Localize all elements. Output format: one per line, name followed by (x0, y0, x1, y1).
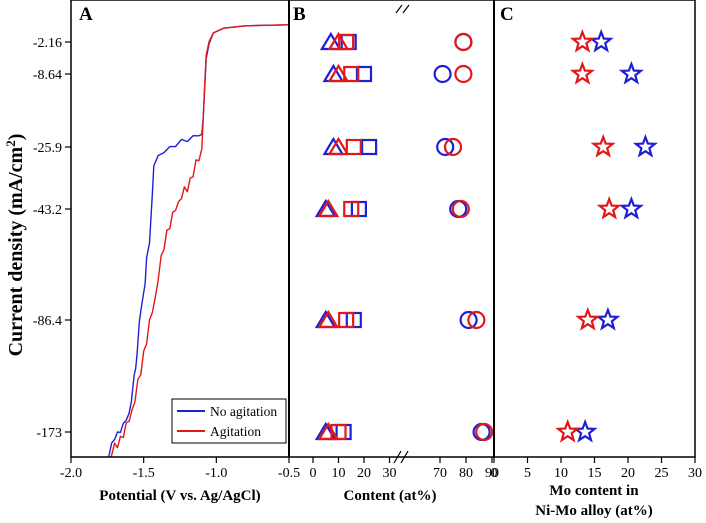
legend-label-agitation: Agitation (210, 424, 261, 439)
x-tick-label-c: 10 (554, 466, 568, 481)
x-axis-title-b: Content (at%) (344, 488, 437, 504)
y-tick-label: -43.2 (33, 203, 62, 218)
legend-label-no-agitation: No agitation (210, 404, 277, 419)
x-tick-label-c: 5 (524, 466, 531, 481)
y-tick-label: -173 (36, 426, 62, 441)
square-marker-no-agitation (355, 65, 373, 83)
legend-box (171, 398, 287, 444)
x-tick-label-a: -2.0 (60, 466, 82, 481)
circle-marker-no-agitation (436, 137, 455, 157)
x-tick-label-a: -0.5 (278, 466, 300, 481)
x-tick-label-c: 15 (588, 466, 602, 481)
panel-c: 0 5 10 15 20 25 30 Mo content in Ni-Mo alloy (… (491, 28, 702, 519)
x-tick-label-b: 10 (332, 466, 346, 481)
star-marker-agitation (569, 28, 596, 53)
circle-marker-agitation (451, 199, 470, 219)
square-marker-agitation (343, 200, 360, 218)
square-marker-agitation (338, 311, 355, 329)
x-axis-title-c-line2: Ni-Mo alloy (at%) (535, 503, 652, 519)
star-marker-agitation (575, 306, 601, 331)
x-tick-label-b: 30 (383, 466, 397, 481)
star-marker-agitation (590, 133, 616, 158)
x-tick-label-c: 25 (655, 466, 669, 481)
star-marker-agitation (596, 195, 622, 220)
square-marker-agitation (345, 138, 362, 156)
circle-marker-agitation (454, 64, 473, 84)
square-marker-no-agitation (361, 138, 378, 156)
x-axis-title-c-line1: Mo content in (549, 483, 639, 499)
square-marker-agitation (338, 33, 355, 51)
triangle-marker-agitation (317, 198, 340, 218)
panel-a: -2.0 -1.5 -1.0 -0.5 No agitation Agitation … (60, 24, 300, 504)
circle-marker-agitation (454, 32, 473, 52)
axis-break-mark-top (395, 4, 403, 14)
x-tick-label-c: 0 (491, 466, 498, 481)
y-tick-label: -86.4 (33, 314, 62, 329)
x-tick-label-b: 70 (433, 466, 447, 481)
circle-marker-no-agitation (433, 64, 452, 84)
axis-break-mark-top (402, 4, 410, 14)
square-marker-agitation (343, 65, 360, 83)
x-tick-label-b: 80 (459, 466, 473, 481)
y-axis-ticks: -2.16 -8.64 -25.9 -43.2 -86.4 -173 (33, 36, 71, 441)
x-tick-label-c: 20 (621, 466, 635, 481)
triangle-marker-agitation (327, 136, 350, 156)
square-marker-no-agitation (335, 423, 352, 441)
y-tick-label: -25.9 (33, 141, 62, 156)
panel-b: 0 10 20 30 70 80 90 Content (at%) (310, 4, 499, 504)
x-tick-label-b: 90 (485, 466, 499, 481)
panel-letter-b: B (293, 4, 306, 25)
triangle-marker-agitation (317, 421, 340, 441)
square-marker-agitation (330, 423, 347, 441)
x-tick-label-a: -1.0 (205, 466, 227, 481)
panel-letter-c: C (500, 4, 514, 25)
star-marker-no-agitation (618, 195, 644, 220)
x-tick-label-b: 20 (357, 466, 371, 481)
line-agitation (110, 24, 288, 457)
star-marker-agitation (569, 60, 596, 85)
y-axis-title: Current density (mA/cm2) (3, 134, 28, 357)
x-tick-label-c: 30 (688, 466, 702, 481)
star-marker-no-agitation (595, 306, 621, 331)
star-marker-no-agitation (632, 133, 658, 158)
panel-letter-a: A (79, 4, 93, 25)
star-marker-agitation (555, 418, 581, 443)
circle-marker-agitation (467, 310, 486, 330)
star-marker-no-agitation (572, 418, 598, 443)
x-axis-title-a: Potential (V vs. Ag/AgCl) (99, 488, 260, 504)
circle-marker-no-agitation (459, 310, 478, 330)
circle-marker-agitation (475, 422, 494, 442)
y-tick-label: -8.64 (33, 68, 62, 83)
plot-frame (70, 0, 696, 458)
x-tick-label-b: 0 (310, 466, 317, 481)
y-tick-label: -2.16 (33, 36, 62, 51)
circle-marker-agitation (443, 137, 463, 157)
star-marker-no-agitation (588, 28, 614, 53)
triangle-marker-agitation (327, 63, 350, 83)
triangle-marker-agitation (317, 309, 340, 329)
x-tick-label-a: -1.5 (133, 466, 155, 481)
star-marker-no-agitation (618, 60, 644, 85)
